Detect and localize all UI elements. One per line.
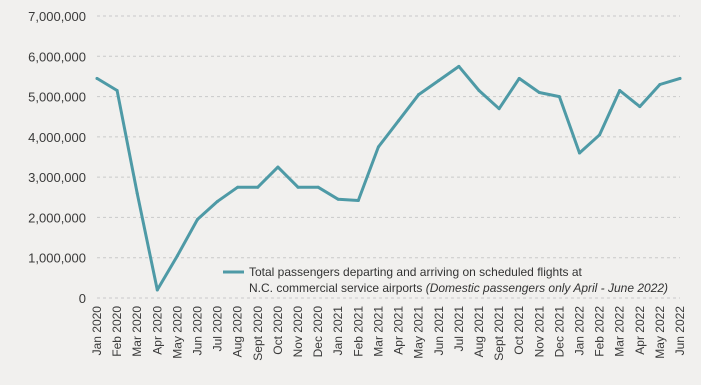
x-tick-label: Feb 2022: [593, 306, 607, 357]
y-tick-label: 4,000,000: [28, 130, 86, 145]
data-point: [477, 89, 481, 93]
data-point: [397, 119, 401, 123]
data-point: [577, 151, 581, 155]
x-tick-label: Mar 2020: [130, 306, 144, 357]
x-tick-label: Jun 2021: [432, 306, 446, 356]
data-point: [135, 191, 139, 195]
data-point: [598, 133, 602, 137]
x-tick-label: Jan 2022: [572, 306, 586, 356]
data-point: [618, 89, 622, 93]
x-tick-label: Apr 2022: [633, 306, 647, 355]
data-point: [236, 185, 240, 189]
y-tick-label: 2,000,000: [28, 210, 86, 225]
x-tick-label: May 2020: [170, 306, 184, 359]
data-point: [196, 217, 200, 221]
data-point: [256, 185, 260, 189]
data-point: [336, 197, 340, 201]
y-tick-label: 6,000,000: [28, 49, 86, 64]
data-point: [316, 185, 320, 189]
data-point: [376, 145, 380, 149]
series-layer: [95, 64, 682, 292]
data-point: [678, 76, 682, 80]
x-tick-label: Jul 2021: [452, 306, 466, 352]
data-point: [557, 95, 561, 99]
legend-label-line2: N.C. commercial service airports (Domest…: [249, 281, 668, 295]
x-tick-label: Dec 2020: [311, 306, 325, 358]
x-tick-label: Jul 2020: [211, 306, 225, 352]
data-point: [638, 105, 642, 109]
legend: Total passengers departing and arriving …: [223, 265, 668, 295]
data-point: [517, 76, 521, 80]
x-tick-label: Mar 2021: [371, 306, 385, 357]
y-tick-label: 0: [79, 291, 86, 306]
x-tick-label: May 2022: [653, 306, 667, 359]
data-point: [417, 93, 421, 97]
data-point: [497, 107, 501, 111]
legend-label-italic: (Domestic passengers only April - June 2…: [426, 281, 668, 295]
y-tick-label: 7,000,000: [28, 9, 86, 24]
x-tick-label: Nov 2020: [291, 306, 305, 358]
data-point: [95, 76, 99, 80]
data-point: [356, 199, 360, 203]
x-tick-label: Jun 2020: [191, 306, 205, 356]
x-tick-label: Feb 2020: [110, 306, 124, 357]
data-point: [276, 165, 280, 169]
gridlines: [97, 15, 680, 299]
x-tick-label: Jan 2021: [331, 306, 345, 356]
data-point: [296, 185, 300, 189]
y-axis: 0 1,000,000 2,000,000 3,000,000 4,000,000 5,0…: [28, 9, 86, 306]
x-axis: Jan 2020 Feb 2020 Mar 2020 Apr 2020 May 2020…: [90, 306, 687, 361]
legend-label-plain: N.C. commercial service airports: [249, 281, 426, 295]
x-tick-label: Sept 2020: [251, 306, 265, 361]
legend-label-line1: Total passengers departing and arriving …: [249, 265, 583, 279]
x-tick-label: Dec 2021: [552, 306, 566, 358]
x-tick-label: Aug 2020: [231, 306, 245, 358]
data-point: [457, 64, 461, 68]
data-point: [658, 82, 662, 86]
data-point: [437, 78, 441, 82]
x-tick-label: Jan 2020: [90, 306, 104, 356]
data-point: [115, 89, 119, 93]
data-point: [216, 199, 220, 203]
x-tick-label: Apr 2020: [150, 306, 164, 355]
x-tick-label: Apr 2021: [392, 306, 406, 355]
x-tick-label: Oct 2021: [512, 306, 526, 355]
data-point: [155, 288, 159, 292]
x-tick-label: Jun 2022: [673, 306, 687, 356]
y-tick-label: 3,000,000: [28, 170, 86, 185]
x-tick-label: May 2021: [412, 306, 426, 359]
x-tick-label: Sept 2021: [492, 306, 506, 361]
data-point: [537, 91, 541, 95]
x-tick-label: Oct 2020: [271, 306, 285, 355]
series-line: [95, 64, 682, 292]
y-tick-label: 1,000,000: [28, 251, 86, 266]
x-tick-label: Nov 2021: [532, 306, 546, 358]
data-point: [175, 254, 179, 258]
x-tick-label: Feb 2021: [351, 306, 365, 357]
x-tick-label: Aug 2021: [472, 306, 486, 358]
x-tick-label: Mar 2022: [613, 306, 627, 357]
y-tick-label: 5,000,000: [28, 90, 86, 105]
